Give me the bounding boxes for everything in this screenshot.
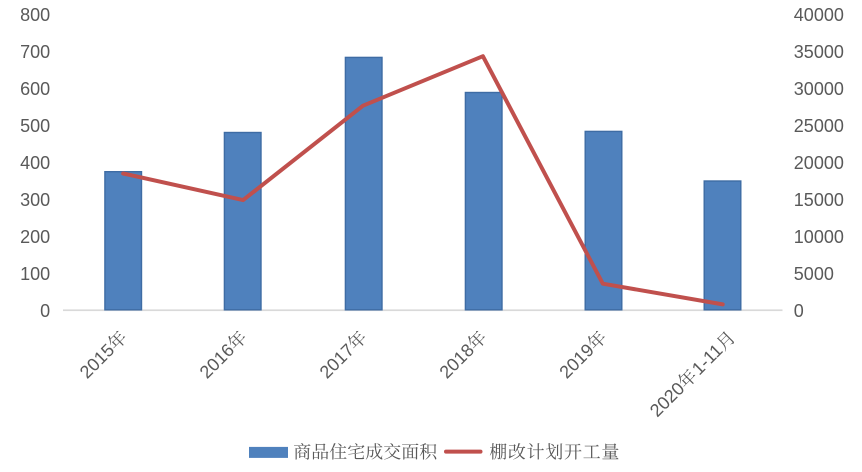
svg-text:200: 200 <box>20 227 50 247</box>
svg-text:35000: 35000 <box>794 42 844 62</box>
svg-text:40000: 40000 <box>794 5 844 25</box>
svg-text:10000: 10000 <box>794 227 844 247</box>
svg-text:600: 600 <box>20 79 50 99</box>
svg-text:25000: 25000 <box>794 116 844 136</box>
svg-text:20000: 20000 <box>794 153 844 173</box>
svg-text:100: 100 <box>20 264 50 284</box>
svg-text:500: 500 <box>20 116 50 136</box>
svg-text:0: 0 <box>794 301 804 321</box>
svg-text:700: 700 <box>20 42 50 62</box>
svg-text:400: 400 <box>20 153 50 173</box>
svg-text:5000: 5000 <box>794 264 834 284</box>
svg-text:30000: 30000 <box>794 79 844 99</box>
svg-text:800: 800 <box>20 5 50 25</box>
svg-text:300: 300 <box>20 190 50 210</box>
svg-text:15000: 15000 <box>794 190 844 210</box>
svg-text:0: 0 <box>40 301 50 321</box>
